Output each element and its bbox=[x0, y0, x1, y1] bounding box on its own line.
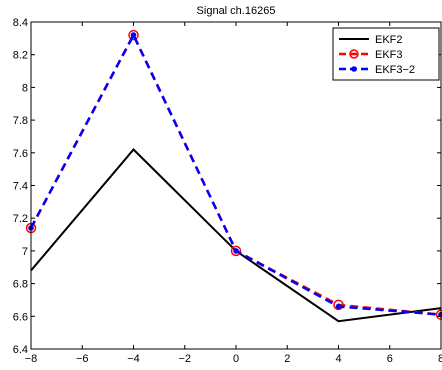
y-tick-label: 7.2 bbox=[13, 213, 28, 225]
x-tick-label: 0 bbox=[233, 353, 239, 365]
x-tick-label: −2 bbox=[178, 353, 191, 365]
x-tick-label: 6 bbox=[387, 353, 393, 365]
y-tick-label: 8.4 bbox=[13, 17, 28, 29]
x-tick-label: −4 bbox=[127, 353, 140, 365]
y-tick-label: 7 bbox=[22, 246, 28, 258]
legend-marker bbox=[351, 66, 357, 72]
data-point bbox=[335, 303, 342, 310]
legend-marker bbox=[349, 49, 359, 59]
y-tick-label: 7.6 bbox=[13, 148, 28, 160]
data-point bbox=[130, 32, 137, 38]
y-tick-label: 7.8 bbox=[13, 115, 28, 127]
y-tick-label: 7.4 bbox=[13, 181, 28, 193]
data-point bbox=[128, 29, 139, 41]
x-tick-label: 4 bbox=[335, 353, 341, 365]
plot-area bbox=[25, 29, 442, 323]
data-point bbox=[233, 248, 239, 254]
data-point bbox=[230, 245, 242, 257]
series-line-0 bbox=[30, 148, 442, 323]
y-tick-label: 8.2 bbox=[13, 50, 28, 62]
chart-title: Signal ch.16265 bbox=[197, 5, 276, 17]
data-point bbox=[333, 299, 344, 311]
axis-ticks: −8 −6 −4 −2 0 2 4 6 8 6.4 6.6 6.8 7 7.2 7.4 7.6 7.8 8 8.2 8… bbox=[13, 17, 442, 365]
x-tick-label: −8 bbox=[25, 353, 38, 365]
legend-label: EKF2 bbox=[375, 34, 403, 46]
x-tick-label: −6 bbox=[76, 353, 89, 365]
x-tick-label: 8 bbox=[438, 353, 442, 365]
y-tick-label: 6.6 bbox=[13, 311, 28, 323]
x-tick-label: 2 bbox=[284, 353, 290, 365]
legend-label: EKF3−2 bbox=[375, 64, 415, 76]
y-tick-label: 6.8 bbox=[13, 279, 28, 291]
legend: EKF2 EKF3 EKF3−2 bbox=[332, 27, 440, 81]
y-tick-label: 6.4 bbox=[13, 344, 28, 356]
y-tick-label: 8 bbox=[22, 82, 28, 94]
legend-label: EKF3 bbox=[375, 49, 403, 61]
